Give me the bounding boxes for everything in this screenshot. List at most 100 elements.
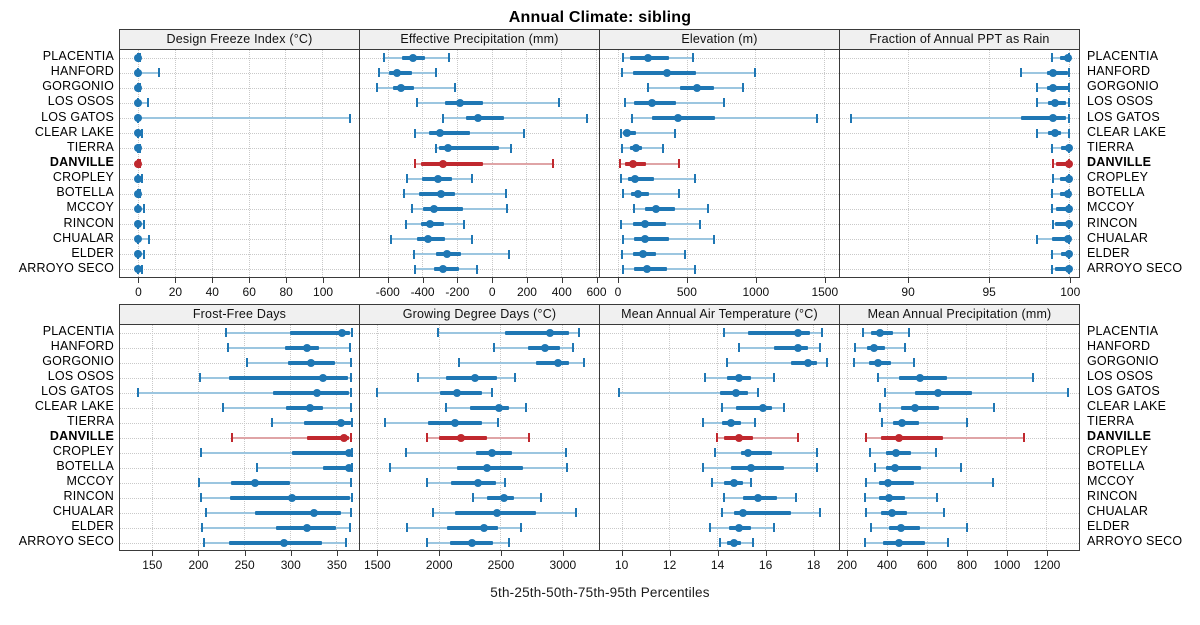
horizontal-gridline — [840, 208, 1079, 210]
iqr-bar-25th-75th — [1046, 70, 1068, 75]
x-tick-label: 16 — [758, 558, 773, 572]
horizontal-gridline — [120, 102, 359, 104]
median-dot-chualar — [641, 235, 650, 244]
iqr-bar-25th-75th — [1061, 252, 1070, 257]
station-label-arroyo-seco: ARROYO SECO — [1087, 260, 1183, 275]
plot-area — [840, 325, 1079, 550]
whisker-5th-95th — [884, 391, 1069, 394]
whisker-cap-95th — [349, 358, 352, 367]
horizontal-gridline — [120, 163, 359, 165]
median-dot-clear-lake — [758, 403, 767, 412]
median-dot-placentia — [794, 328, 803, 337]
iqr-bar-25th-75th — [231, 480, 291, 485]
whisker-cap-5th — [442, 113, 445, 123]
panel-title: Design Freeze Index (°C) — [120, 30, 359, 50]
whisker-cap-5th — [720, 403, 723, 412]
x-tick-mark — [290, 551, 292, 556]
horizontal-gridline — [600, 347, 839, 349]
station-label-mccoy: MCCOY — [1087, 200, 1135, 215]
x-tick-mark — [562, 551, 564, 556]
whisker-5th-95th — [225, 331, 352, 334]
x-tick-mark — [561, 278, 563, 283]
median-dot-rincon — [884, 493, 893, 502]
x-tick-mark — [492, 278, 494, 283]
whisker-cap-95th — [1068, 113, 1071, 123]
panel-box: Mean Annual Air Temperature (°C) — [599, 304, 840, 551]
median-dot-clear-lake — [435, 129, 444, 138]
whisker-cap-95th — [475, 264, 478, 274]
iqr-bar-25th-75th — [774, 345, 808, 350]
x-tick-label: 150 — [142, 558, 163, 572]
iqr-bar-25th-75th — [536, 360, 570, 365]
whisker-cap-5th — [404, 448, 407, 457]
whisker-cap-5th — [199, 448, 202, 457]
x-tick-label: 90 — [901, 285, 915, 299]
whisker-cap-5th — [631, 113, 634, 123]
whisker-5th-95th — [621, 147, 664, 150]
station-label-cropley: CROPLEY — [52, 444, 114, 458]
whisker-5th-95th — [726, 361, 828, 364]
iqr-bar-25th-75th — [291, 450, 351, 455]
median-dot-cropley — [134, 174, 143, 183]
iqr-bar-25th-75th — [652, 116, 716, 121]
whisker-cap-5th — [1036, 98, 1038, 108]
median-dot-elder — [638, 250, 647, 259]
median-dot-los-gatos — [1049, 114, 1058, 123]
horizontal-gridline — [120, 269, 359, 271]
station-label-placentia: PLACENTIA — [42, 324, 114, 338]
median-dot-clear-lake — [1050, 129, 1059, 138]
whisker-cap-5th — [620, 219, 623, 229]
median-dot-arroyo-seco — [439, 265, 448, 274]
horizontal-gridline — [120, 239, 359, 241]
horizontal-gridline — [120, 422, 359, 424]
median-dot-los-gatos — [674, 114, 683, 123]
x-tick-label: -600 — [375, 285, 400, 299]
station-label-hanford: HANFORD — [1087, 339, 1151, 353]
whisker-cap-5th — [1050, 53, 1053, 63]
iqr-bar-25th-75th — [286, 405, 324, 410]
x-tick-label: 10 — [614, 558, 629, 572]
x-tick-label: 1500 — [363, 558, 391, 572]
whisker-cap-95th — [773, 373, 776, 382]
whisker-cap-95th — [1068, 128, 1071, 138]
whisker-cap-95th — [749, 478, 752, 487]
whisker-cap-95th — [783, 403, 786, 412]
station-label-los-osos: LOS OSOS — [1087, 94, 1154, 109]
whisker-cap-95th — [350, 418, 353, 427]
median-dot-elder — [480, 523, 489, 532]
plot-area — [840, 50, 1079, 277]
horizontal-gridline — [360, 72, 599, 74]
iqr-bar-25th-75th — [633, 237, 669, 242]
iqr-bar-25th-75th — [303, 420, 351, 425]
whisker-5th-95th — [619, 162, 679, 165]
iqr-bar-25th-75th — [444, 100, 483, 105]
panel-growing-degree-days-c-: Growing Degree Days (°C) 1500 2000 2500 3000 — [359, 304, 600, 577]
panel-grid: PLACENTIA HANFORD GORGONIO LOS OSOS LOS GATO… — [0, 29, 1200, 577]
station-label-gorgonio: GORGONIO — [42, 79, 114, 94]
panel-title: Frost-Free Days — [120, 305, 359, 325]
iqr-bar-25th-75th — [731, 465, 785, 470]
whisker-cap-5th — [231, 433, 234, 442]
whisker-cap-5th — [493, 343, 496, 352]
horizontal-gridline — [600, 362, 839, 364]
panel-box: Frost-Free Days — [119, 304, 360, 551]
station-label-elder: ELDER — [71, 245, 114, 260]
whisker-cap-95th — [1068, 83, 1071, 93]
x-tick-label: 0 — [135, 285, 142, 299]
station-label-tierra: TIERRA — [66, 139, 114, 154]
whisker-cap-5th — [868, 448, 871, 457]
iqr-bar-25th-75th — [878, 480, 914, 485]
x-tick-mark — [198, 551, 200, 556]
whisker-cap-5th — [716, 433, 719, 442]
horizontal-gridline — [600, 208, 839, 210]
station-label-danville: DANVILLE — [49, 155, 114, 169]
whisker-cap-95th — [677, 159, 680, 168]
station-labels-right: PLACENTIA HANFORD GORGONIO LOS OSOS LOS GATO… — [1080, 29, 1200, 276]
whisker-cap-95th — [142, 249, 145, 259]
x-tick-mark — [967, 551, 968, 556]
median-dot-placentia — [644, 53, 653, 62]
whisker-cap-95th — [691, 53, 694, 63]
station-label-arroyo-seco: ARROYO SECO — [1087, 534, 1183, 548]
whisker-cap-95th — [146, 98, 149, 108]
station-label-tierra: TIERRA — [66, 414, 114, 428]
